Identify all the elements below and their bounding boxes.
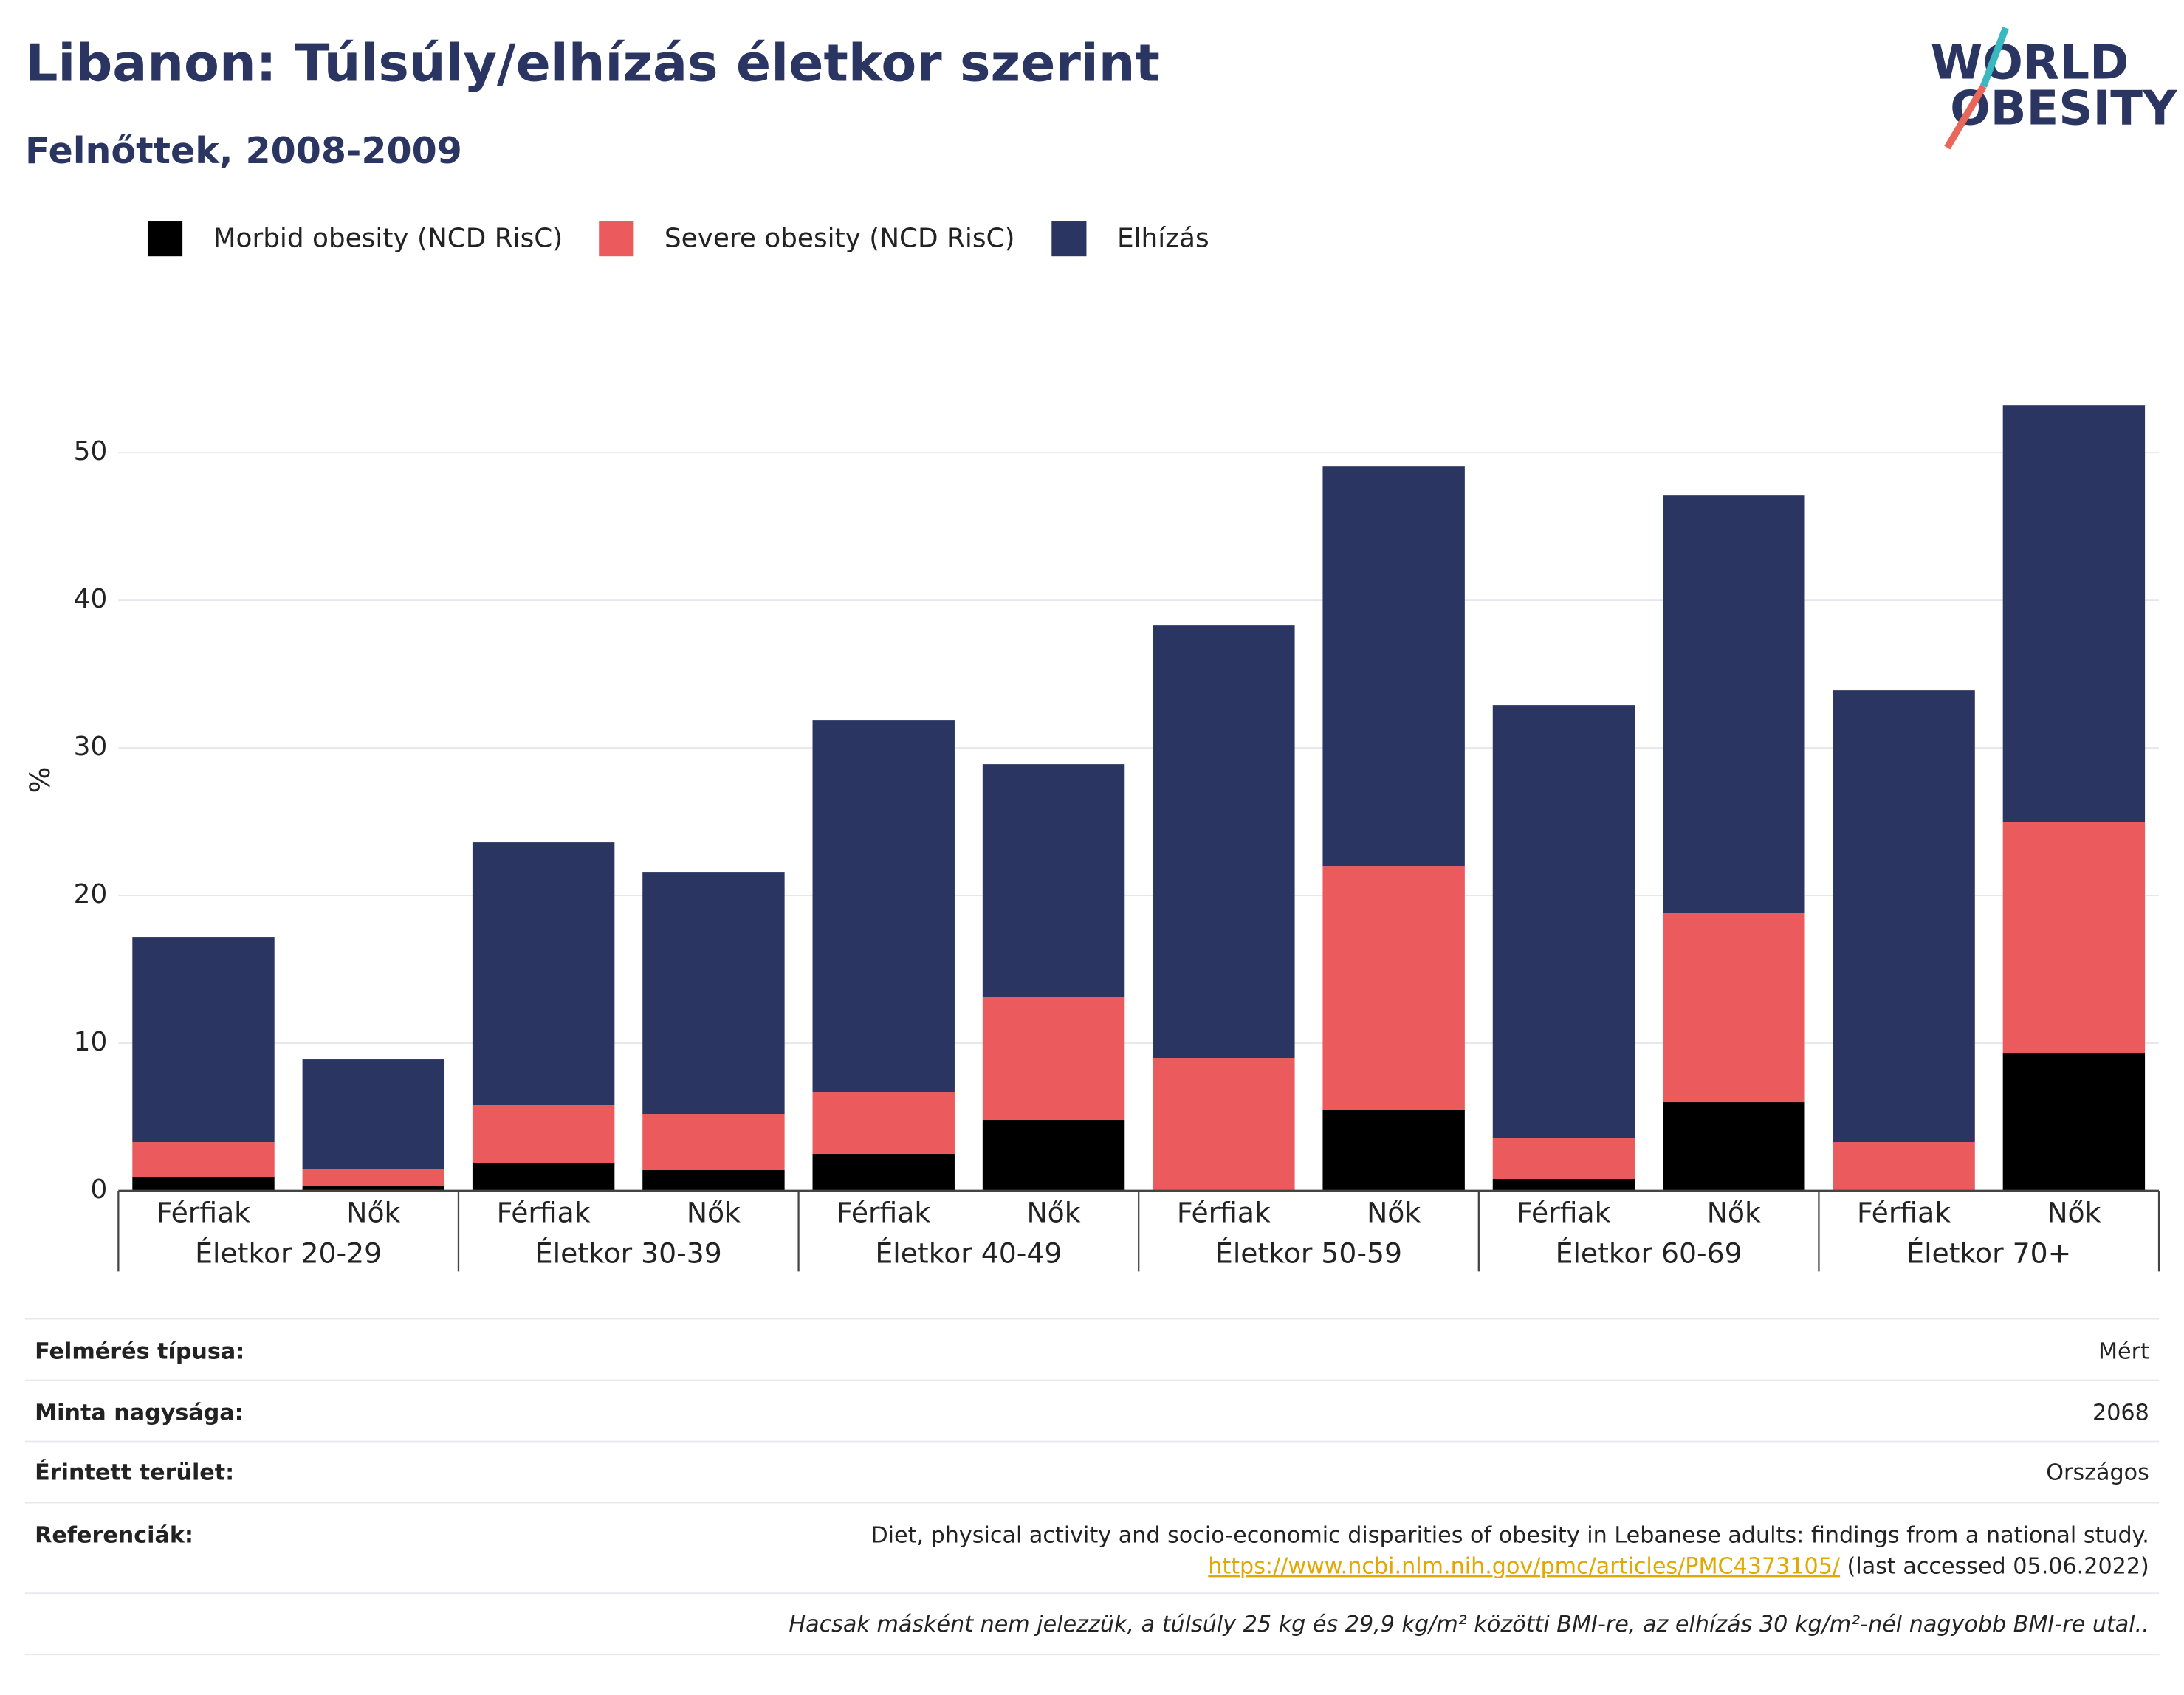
group-label: Életkor 20-29 — [195, 1237, 382, 1269]
bar-segment — [642, 1170, 785, 1192]
info-label: Felmérés típusa: — [35, 1338, 244, 1364]
footnote: Hacsak másként nem jelezzük, a túlsúly 2… — [789, 1612, 2149, 1637]
bar-segment — [302, 1059, 445, 1169]
info-value: Országos — [2046, 1460, 2149, 1485]
bar-segment — [472, 1163, 615, 1192]
bar-segment — [1833, 1142, 1975, 1192]
x-tick-label: Nők — [1367, 1197, 1421, 1229]
group-label: Életkor 70+ — [1906, 1237, 2071, 1269]
reference-note: (last accessed 05.06.2022) — [1847, 1553, 2149, 1579]
bar-segment — [812, 1154, 955, 1192]
x-tick-label: Nők — [1026, 1197, 1080, 1229]
bar-segment — [2002, 822, 2146, 1054]
chart-subtitle: Felnőttek, 2008-2009 — [25, 129, 462, 172]
bar-segment — [472, 1105, 615, 1163]
legend-swatch — [147, 221, 183, 257]
legend-swatch — [599, 221, 634, 257]
info-value: 2068 — [2092, 1400, 2149, 1426]
legend-label: Morbid obesity (NCD RisC) — [213, 224, 563, 254]
bar-segment — [1833, 690, 1975, 1143]
x-tick-label: Nők — [2047, 1197, 2101, 1229]
logo-slash — [1979, 27, 2009, 88]
x-tick-label: Férfiak — [157, 1197, 250, 1229]
reference-link[interactable]: https://www.ncbi.nlm.nih.gov/pmc/article… — [1208, 1553, 1841, 1579]
group-label: Életkor 30-39 — [535, 1237, 722, 1269]
chart-title: Libanon: Túlsúly/elhízás életkor szerint — [25, 34, 1160, 94]
x-tick-label: Férfiak — [1177, 1197, 1271, 1229]
x-tick-label: Férfiak — [837, 1197, 930, 1229]
bar-segment — [1153, 625, 1295, 1059]
group-label: Életkor 50-59 — [1215, 1237, 1402, 1269]
legend-label: Elhízás — [1117, 224, 1209, 254]
logo-text: WORLD — [1931, 35, 2129, 90]
bar-segment — [982, 764, 1125, 998]
bar-segment — [132, 937, 275, 1143]
x-tick-label: Nők — [687, 1197, 741, 1229]
y-tick-label: 50 — [74, 436, 108, 467]
bar-segment — [642, 1114, 785, 1171]
bar-segment — [982, 1120, 1125, 1192]
logo-text: OBESITY — [1950, 81, 2178, 137]
info-label: Minta nagysága: — [35, 1400, 244, 1426]
bar-segment — [812, 720, 955, 1093]
bar-segment — [1663, 913, 1805, 1103]
x-tick-label: Nők — [346, 1197, 400, 1229]
y-tick-label: 20 — [74, 879, 108, 910]
bar-segment — [1322, 466, 1465, 867]
bar-segment — [1492, 1179, 1635, 1192]
group-label: Életkor 60-69 — [1556, 1237, 1742, 1269]
bar-segment — [472, 842, 615, 1106]
legend-swatch — [1051, 221, 1087, 257]
bar-segment — [302, 1186, 445, 1192]
bar-segment — [1322, 866, 1465, 1110]
group-label: Életkor 40-49 — [875, 1237, 1062, 1269]
y-tick-label: 40 — [74, 584, 108, 614]
y-tick-label: 30 — [74, 732, 108, 762]
y-tick-label: 0 — [90, 1175, 107, 1205]
bar-segment — [1492, 705, 1635, 1138]
x-tick-label: Férfiak — [1857, 1197, 1951, 1229]
logo-slash — [1944, 84, 1987, 150]
bar-segment — [2002, 405, 2146, 822]
bar-segment — [132, 1177, 275, 1192]
x-tick-label: Férfiak — [1517, 1197, 1610, 1229]
x-tick-label: Férfiak — [497, 1197, 591, 1229]
bar-segment — [132, 1142, 275, 1178]
y-tick-label: 10 — [74, 1027, 108, 1057]
logo: WORLD OBESITY — [1931, 27, 2178, 150]
bar-segment — [1322, 1110, 1465, 1192]
bar-segment — [1663, 1102, 1805, 1192]
info-value: Mért — [2098, 1338, 2149, 1364]
info-reference-line: https://www.ncbi.nlm.nih.gov/pmc/article… — [1208, 1553, 2149, 1579]
legend-label: Severe obesity (NCD RisC) — [665, 224, 1015, 254]
bar-segment — [1153, 1058, 1295, 1192]
bar-segment — [642, 872, 785, 1115]
y-axis-label: % — [24, 767, 56, 794]
bar-segment — [1492, 1138, 1635, 1180]
bar-segment — [982, 997, 1125, 1121]
bar-segment — [302, 1169, 445, 1187]
x-tick-label: Nők — [1707, 1197, 1761, 1229]
bar-segment — [1663, 495, 1805, 914]
info-value: Diet, physical activity and socio-econom… — [870, 1522, 2149, 1548]
info-label: Érintett terület: — [35, 1459, 234, 1485]
bar-segment — [2002, 1053, 2146, 1192]
info-label: Referenciák: — [35, 1522, 193, 1548]
bar-segment — [812, 1092, 955, 1155]
